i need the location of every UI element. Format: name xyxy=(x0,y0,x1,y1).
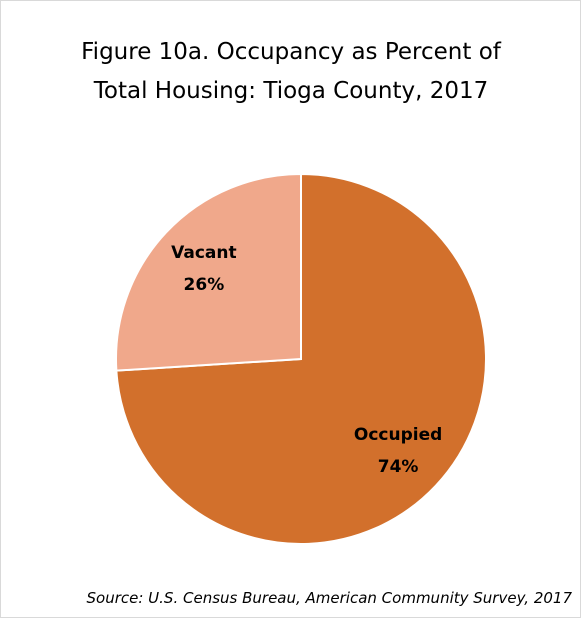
slice-value-label: 74% xyxy=(378,457,419,477)
source-note: Source: U.S. Census Bureau, American Com… xyxy=(86,589,572,607)
pie-slice xyxy=(115,172,302,372)
chart-title: Figure 10a. Occupancy as Percent of Tota… xyxy=(81,39,501,104)
slice-label: Vacant xyxy=(171,243,236,263)
slice-label: Occupied xyxy=(354,425,442,445)
slice-value-label: 26% xyxy=(184,275,225,295)
